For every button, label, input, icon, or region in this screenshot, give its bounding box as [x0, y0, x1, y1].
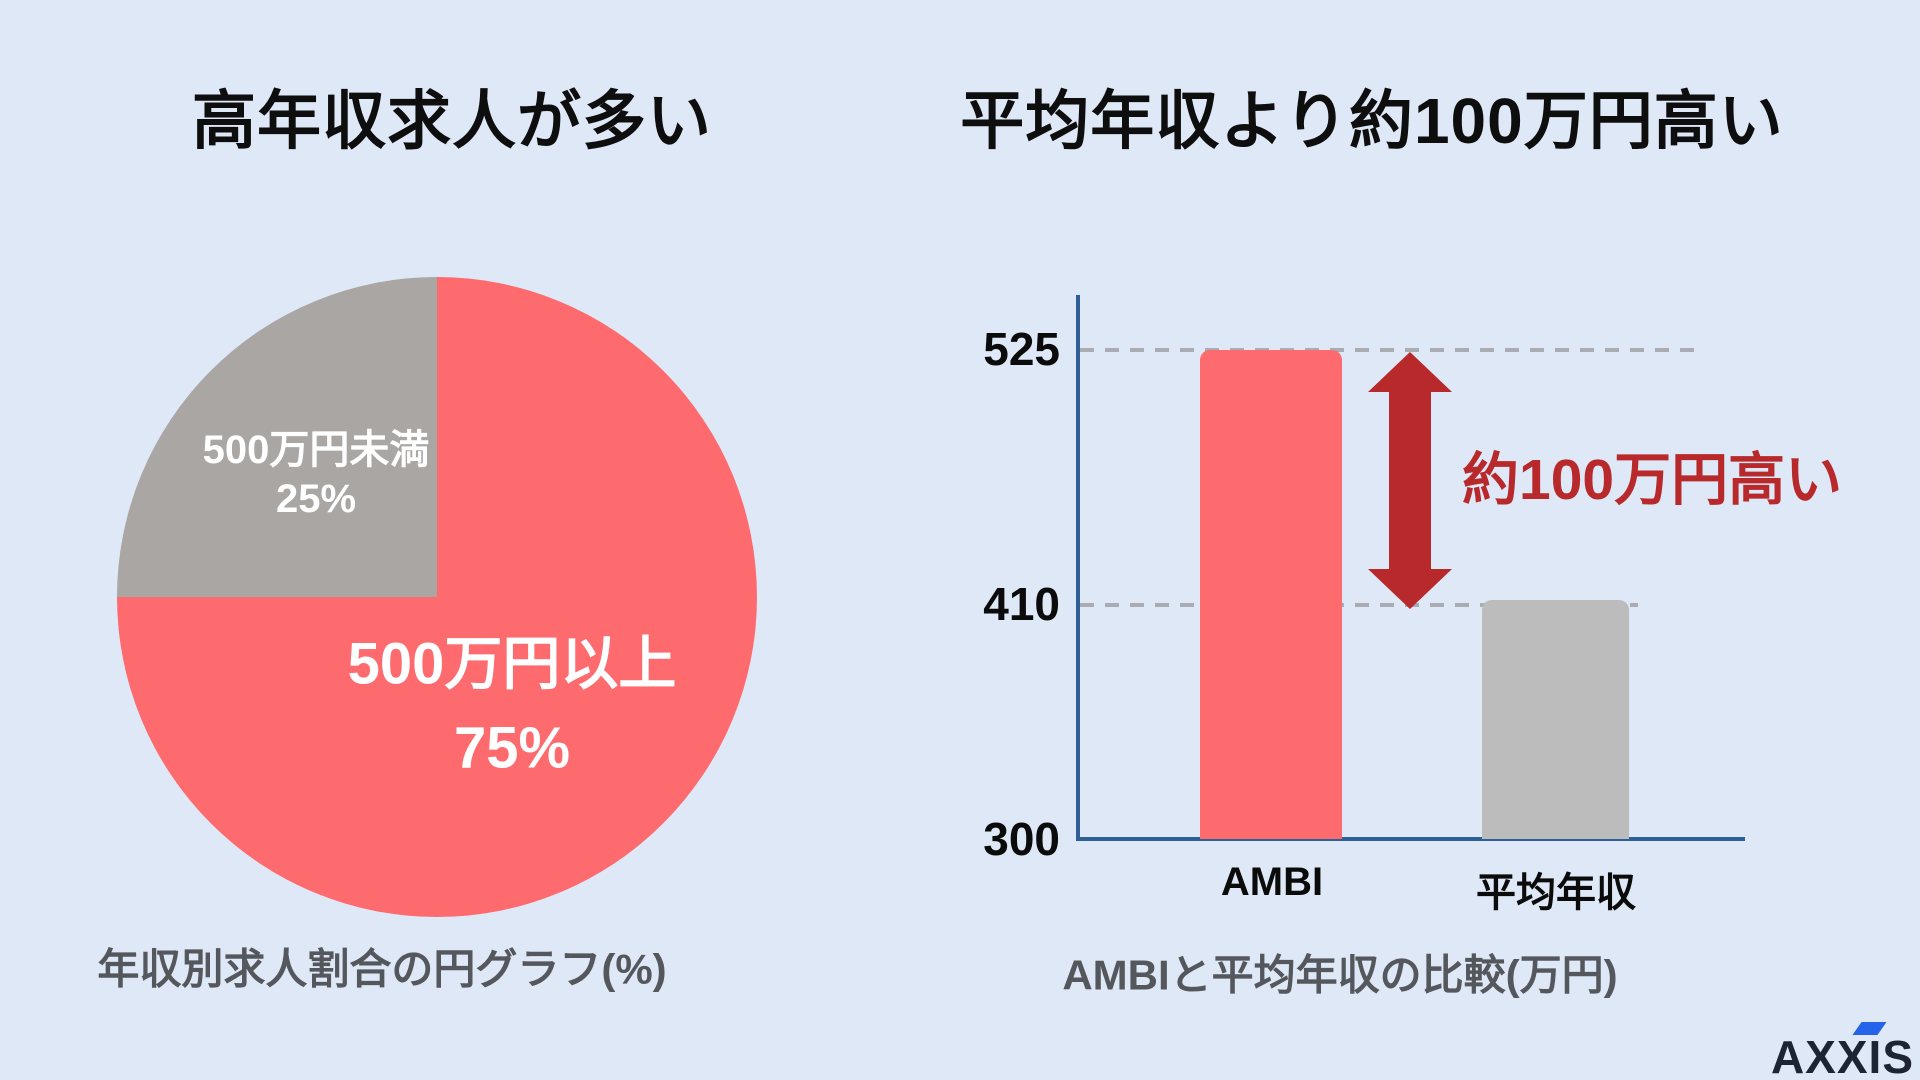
pie-chart-caption: 年収別求人割合の円グラフ(%) — [97, 945, 667, 993]
y-tick-410: 410 — [983, 578, 1060, 630]
pie-chart — [117, 277, 757, 917]
x-label-average: 平均年収 — [1476, 871, 1636, 915]
logo-text: AXXIS — [1770, 1031, 1914, 1080]
y-tick-300: 300 — [983, 813, 1060, 865]
axxis-logo: AXXIS — [1770, 1022, 1914, 1080]
pie-chart-title: 高年収求人が多い — [192, 85, 712, 157]
y-axis-line — [1076, 295, 1080, 841]
bar-ambi — [1200, 350, 1342, 839]
bar-chart-caption: AMBIと平均年収の比較(万円) — [1062, 951, 1618, 999]
x-label-ambi: AMBI — [1220, 860, 1324, 904]
bar-average-income — [1482, 600, 1629, 839]
difference-arrow-icon — [1365, 348, 1455, 613]
gridline-525 — [1080, 348, 1700, 352]
pie-slice-label-major: 500万円以上 75% — [348, 622, 677, 789]
pie-slice-minor-name: 500万円未満 — [202, 428, 430, 473]
bar-chart-title: 平均年収より約100万円高い — [960, 85, 1784, 157]
pie-slice-label-minor: 500万円未満 25% — [203, 426, 430, 524]
y-tick-525: 525 — [983, 323, 1060, 375]
pie-slice-major-name: 500万円以上 — [347, 631, 677, 697]
pie-slice-minor-value: 25% — [275, 477, 357, 521]
pie-slice-major-value: 75% — [453, 715, 571, 780]
gridline-410 — [1080, 603, 1638, 607]
difference-annotation: 約100万円高い — [1462, 448, 1843, 512]
x-axis-line — [1076, 837, 1745, 841]
